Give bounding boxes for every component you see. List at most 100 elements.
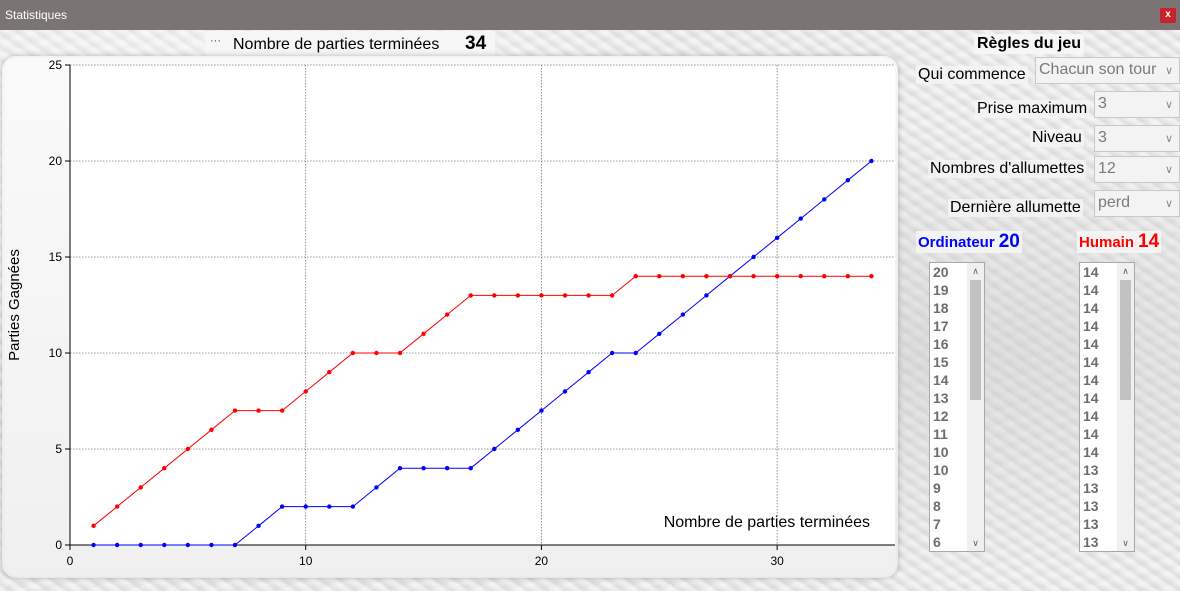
list-item[interactable]: 8 bbox=[933, 498, 941, 514]
scroll-down-icon[interactable]: ∨ bbox=[972, 538, 979, 548]
list-item[interactable]: 16 bbox=[933, 336, 949, 352]
data-point bbox=[209, 542, 214, 548]
data-point bbox=[751, 274, 756, 279]
data-point bbox=[586, 370, 591, 375]
list-item[interactable]: 15 bbox=[933, 354, 949, 370]
list-item[interactable]: 14 bbox=[1083, 444, 1099, 460]
data-point bbox=[303, 504, 308, 509]
list-item[interactable]: 14 bbox=[1083, 408, 1099, 424]
list-item[interactable]: 11 bbox=[933, 426, 948, 442]
data-point bbox=[138, 542, 143, 548]
matches-count-select[interactable]: 12 ∨ bbox=[1094, 156, 1180, 183]
last-match-select[interactable]: perd ∨ bbox=[1094, 190, 1180, 217]
scroll-up-icon[interactable]: ∧ bbox=[972, 266, 979, 276]
list-item[interactable]: 14 bbox=[1083, 372, 1099, 388]
data-point bbox=[680, 274, 686, 279]
data-point bbox=[798, 216, 803, 221]
list-item[interactable]: 13 bbox=[1083, 480, 1099, 496]
computer-score: 20 bbox=[998, 231, 1020, 252]
list-item[interactable]: 14 bbox=[1083, 318, 1099, 334]
data-point bbox=[562, 389, 568, 394]
list-item[interactable]: 14 bbox=[1083, 426, 1099, 442]
data-point bbox=[822, 197, 827, 202]
data-point bbox=[680, 312, 686, 317]
list-item[interactable]: 20 bbox=[933, 264, 949, 280]
data-point bbox=[209, 427, 214, 432]
data-point bbox=[798, 274, 803, 279]
data-point bbox=[586, 293, 591, 298]
data-point bbox=[350, 504, 356, 509]
scroll-thumb[interactable] bbox=[1120, 280, 1131, 400]
scroll-thumb[interactable] bbox=[970, 280, 981, 400]
list-item[interactable]: 17 bbox=[933, 318, 949, 334]
close-button[interactable]: x bbox=[1160, 8, 1176, 23]
list-item[interactable]: 13 bbox=[933, 390, 949, 406]
list-item[interactable]: 13 bbox=[1083, 534, 1099, 550]
list-item[interactable]: 9 bbox=[933, 480, 941, 496]
who-starts-value: Chacun son tour bbox=[1039, 61, 1157, 78]
data-point bbox=[562, 293, 568, 298]
data-point bbox=[421, 331, 426, 336]
data-point bbox=[232, 542, 238, 548]
list-item[interactable]: 14 bbox=[1083, 354, 1099, 370]
list-item[interactable]: 13 bbox=[1083, 498, 1099, 514]
series-line-humain bbox=[93, 275, 872, 527]
data-point bbox=[633, 350, 638, 356]
list-item[interactable]: 10 bbox=[933, 462, 949, 478]
data-point bbox=[374, 485, 379, 490]
scroll-up-icon[interactable]: ∧ bbox=[1122, 266, 1129, 276]
list-item[interactable]: 12 bbox=[933, 408, 949, 424]
stats-chart: 0 5 10 15 20 25 0 10 20 30 Parties Gagnées Nombre d… bbox=[6, 58, 895, 568]
list-item[interactable]: 13 bbox=[1083, 462, 1099, 478]
list-item[interactable]: 14 bbox=[1083, 282, 1099, 298]
list-item[interactable]: 14 bbox=[1083, 300, 1099, 316]
max-take-label: Prise maximum bbox=[975, 100, 1090, 118]
data-point bbox=[397, 466, 403, 471]
data-point bbox=[397, 350, 403, 356]
data-point bbox=[232, 408, 238, 413]
computer-list-scrollbar[interactable]: ∧ ∨ bbox=[967, 263, 984, 551]
level-label: Niveau bbox=[1030, 129, 1084, 147]
data-point bbox=[468, 293, 473, 298]
list-item[interactable]: 7 bbox=[933, 516, 941, 532]
list-item[interactable]: 14 bbox=[1083, 264, 1099, 280]
max-take-select[interactable]: 3 ∨ bbox=[1094, 91, 1180, 118]
human-list-scrollbar[interactable]: ∧ ∨ bbox=[1117, 263, 1134, 551]
max-take-value: 3 bbox=[1098, 95, 1107, 112]
legend-dots-icon: ··· bbox=[210, 35, 221, 47]
chevron-down-icon: ∨ bbox=[1164, 198, 1174, 210]
data-point bbox=[91, 523, 96, 528]
data-point bbox=[774, 274, 780, 279]
data-point bbox=[845, 178, 851, 183]
list-item[interactable]: 14 bbox=[1083, 390, 1099, 406]
computer-score-items: 20 19 18 17 16 15 14 13 12 11 10 10 9 8 7 6 bbox=[933, 263, 969, 551]
computer-label: Ordinateur bbox=[918, 234, 995, 251]
list-item[interactable]: 14 bbox=[1083, 336, 1099, 352]
data-point bbox=[327, 504, 332, 509]
human-score-list[interactable]: 14 14 14 14 14 14 14 14 14 14 14 13 13 13 13 13 ∧ ∨ bbox=[1079, 262, 1135, 552]
data-point bbox=[774, 235, 780, 240]
data-point bbox=[421, 466, 426, 471]
data-point bbox=[256, 523, 261, 528]
list-item[interactable]: 13 bbox=[1083, 516, 1099, 532]
data-point bbox=[539, 293, 544, 298]
list-item[interactable]: 6 bbox=[933, 534, 941, 550]
list-item[interactable]: 14 bbox=[933, 372, 949, 388]
scroll-down-icon[interactable]: ∨ bbox=[1122, 538, 1129, 548]
data-point bbox=[492, 446, 497, 452]
title-bar: Statistiques x bbox=[0, 0, 1180, 30]
list-item[interactable]: 10 bbox=[933, 444, 949, 460]
matches-count-label: Nombres d'allumettes bbox=[928, 160, 1087, 178]
chevron-down-icon: ∨ bbox=[1164, 133, 1174, 145]
data-point bbox=[845, 274, 851, 279]
list-item[interactable]: 19 bbox=[933, 282, 949, 298]
level-value: 3 bbox=[1098, 129, 1107, 146]
list-item[interactable]: 18 bbox=[933, 300, 949, 316]
level-select[interactable]: 3 ∨ bbox=[1094, 125, 1180, 152]
x-tick-label: 20 bbox=[535, 554, 549, 568]
data-point bbox=[114, 504, 120, 509]
data-point bbox=[515, 293, 521, 298]
data-point bbox=[727, 274, 733, 279]
who-starts-select[interactable]: Chacun son tour ∨ bbox=[1035, 57, 1180, 84]
computer-score-list[interactable]: 20 19 18 17 16 15 14 13 12 11 10 10 9 8 7 6 ∧ ∨ bbox=[929, 262, 985, 552]
